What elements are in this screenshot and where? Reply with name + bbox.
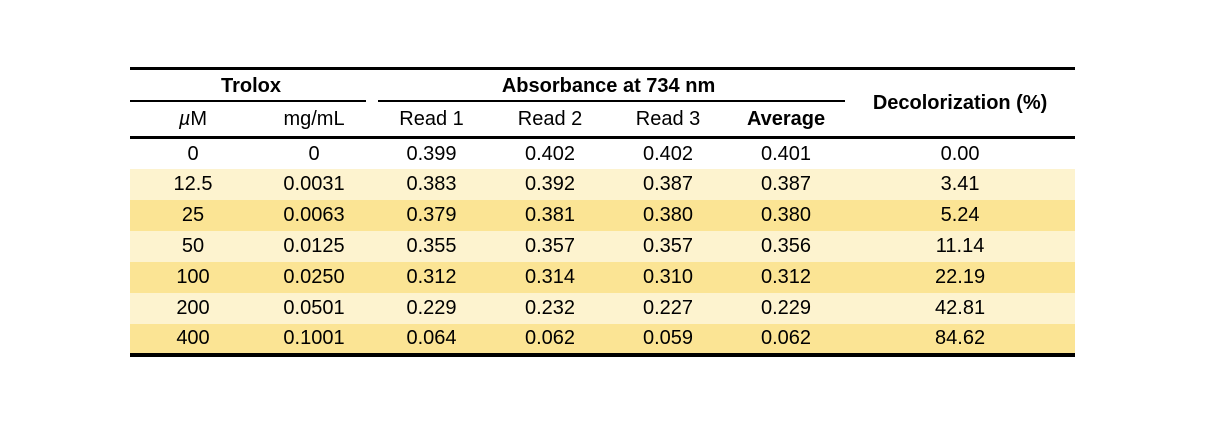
header-group-absorbance: Absorbance at 734 nm (372, 69, 846, 102)
table-row: 200 0.0501 0.229 0.232 0.227 0.229 42.81 (130, 292, 1076, 324)
trolox-decolorization-table: Trolox Absorbance at 734 nm Decolorizati… (130, 67, 1076, 357)
cell-read2: 0.381 (524, 204, 576, 226)
table-row: 12.5 0.0031 0.383 0.392 0.387 0.387 3.41 (130, 168, 1076, 200)
cell-read3: 0.227 (642, 297, 694, 319)
cell-average: 0.387 (761, 173, 812, 195)
header-read1: Read 1 (372, 101, 492, 139)
cell-read2: 0.232 (524, 297, 576, 319)
cell-decolorization: 5.24 (940, 204, 980, 226)
cell-average: 0.229 (761, 297, 812, 319)
cell-mg-ml: 0.0250 (283, 266, 345, 288)
cell-mg-ml: 0.0031 (283, 173, 345, 195)
cell-average: 0.062 (761, 327, 812, 349)
cell-um: 50 (181, 235, 205, 257)
cell-average: 0.356 (761, 235, 812, 257)
header-um: µM (130, 101, 256, 139)
header-mg-ml: mg/mL (256, 101, 373, 139)
cell-read3: 0.402 (642, 142, 694, 165)
header-read3: Read 3 (609, 101, 728, 139)
cell-decolorization: 42.81 (935, 297, 986, 319)
cell-decolorization: 84.62 (935, 327, 986, 349)
cell-read2: 0.062 (524, 327, 576, 349)
cell-read2: 0.402 (524, 142, 576, 165)
cell-mg-ml: 0.0063 (283, 204, 345, 226)
header-columns-row: µM mg/mL Read 1 Read 2 Read 3 Average (130, 101, 1075, 139)
cell-um: 12.5 (173, 173, 213, 195)
cell-decolorization: 22.19 (935, 266, 986, 288)
cell-decolorization: 3.41 (940, 173, 980, 195)
cell-decolorization: 0.00 (940, 142, 980, 165)
cell-read3: 0.310 (642, 266, 694, 288)
header-decolorization: Decolorization (%) (845, 68, 1076, 139)
cell-read3: 0.387 (642, 173, 694, 195)
cell-read2: 0.314 (524, 266, 576, 288)
cell-read3: 0.357 (642, 235, 694, 257)
cell-um: 400 (176, 327, 210, 349)
cell-um: 25 (181, 204, 205, 226)
cell-um: 0 (187, 142, 199, 165)
cell-read1: 0.064 (406, 327, 457, 349)
cell-decolorization: 11.14 (935, 235, 985, 257)
cell-average: 0.380 (761, 204, 812, 226)
cell-mg-ml: 0.0125 (283, 235, 345, 257)
header-group-trolox: Trolox (130, 69, 372, 102)
cell-read3: 0.059 (642, 327, 694, 349)
cell-read1: 0.229 (406, 297, 457, 319)
cell-read1: 0.312 (406, 266, 457, 288)
cell-read1: 0.355 (406, 235, 457, 257)
table-row: 0 0 0.399 0.402 0.402 0.401 0.00 (130, 137, 1076, 169)
cell-read3: 0.380 (642, 204, 694, 226)
cell-average: 0.401 (761, 142, 812, 165)
cell-mg-ml: 0.0501 (283, 297, 345, 319)
cell-mg-ml: 0 (308, 142, 320, 165)
table-row: 50 0.0125 0.355 0.357 0.357 0.356 11.14 (130, 230, 1076, 262)
mu-symbol: µ (178, 107, 191, 130)
cell-read1: 0.399 (406, 142, 457, 165)
cell-read2: 0.392 (524, 173, 576, 195)
um-unit: M (190, 107, 208, 130)
cell-read1: 0.379 (406, 204, 457, 226)
cell-average: 0.312 (761, 266, 812, 288)
cell-mg-ml: 0.1001 (283, 327, 345, 349)
table-row: 100 0.0250 0.312 0.314 0.310 0.312 22.19 (130, 261, 1076, 293)
cell-um: 100 (176, 266, 210, 288)
cell-read2: 0.357 (524, 235, 576, 257)
header-group-row: Trolox Absorbance at 734 nm Decolorizati… (130, 68, 1076, 139)
header-read2: Read 2 (491, 101, 610, 139)
cell-read1: 0.383 (406, 173, 457, 195)
cell-um: 200 (176, 297, 210, 319)
table-row: 25 0.0063 0.379 0.381 0.380 0.380 5.24 (130, 199, 1076, 231)
table-row: 400 0.1001 0.064 0.062 0.059 0.062 84.62 (130, 323, 1076, 355)
header-average: Average (727, 101, 846, 139)
